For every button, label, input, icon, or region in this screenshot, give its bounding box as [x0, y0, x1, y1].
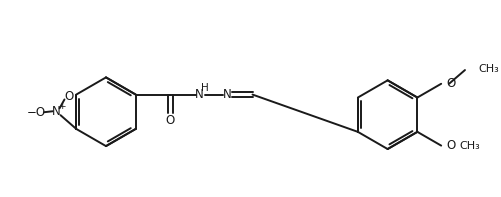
Text: CH₃: CH₃: [460, 141, 480, 151]
Text: −O: −O: [27, 106, 46, 119]
Text: O: O: [446, 77, 455, 90]
Text: N: N: [195, 88, 204, 101]
Text: N: N: [52, 105, 61, 118]
Text: +: +: [58, 102, 66, 111]
Text: O: O: [165, 114, 175, 127]
Text: N: N: [222, 88, 231, 101]
Text: H: H: [200, 83, 208, 93]
Text: CH₃: CH₃: [479, 64, 499, 74]
Text: O: O: [65, 90, 74, 103]
Text: O: O: [446, 139, 455, 152]
